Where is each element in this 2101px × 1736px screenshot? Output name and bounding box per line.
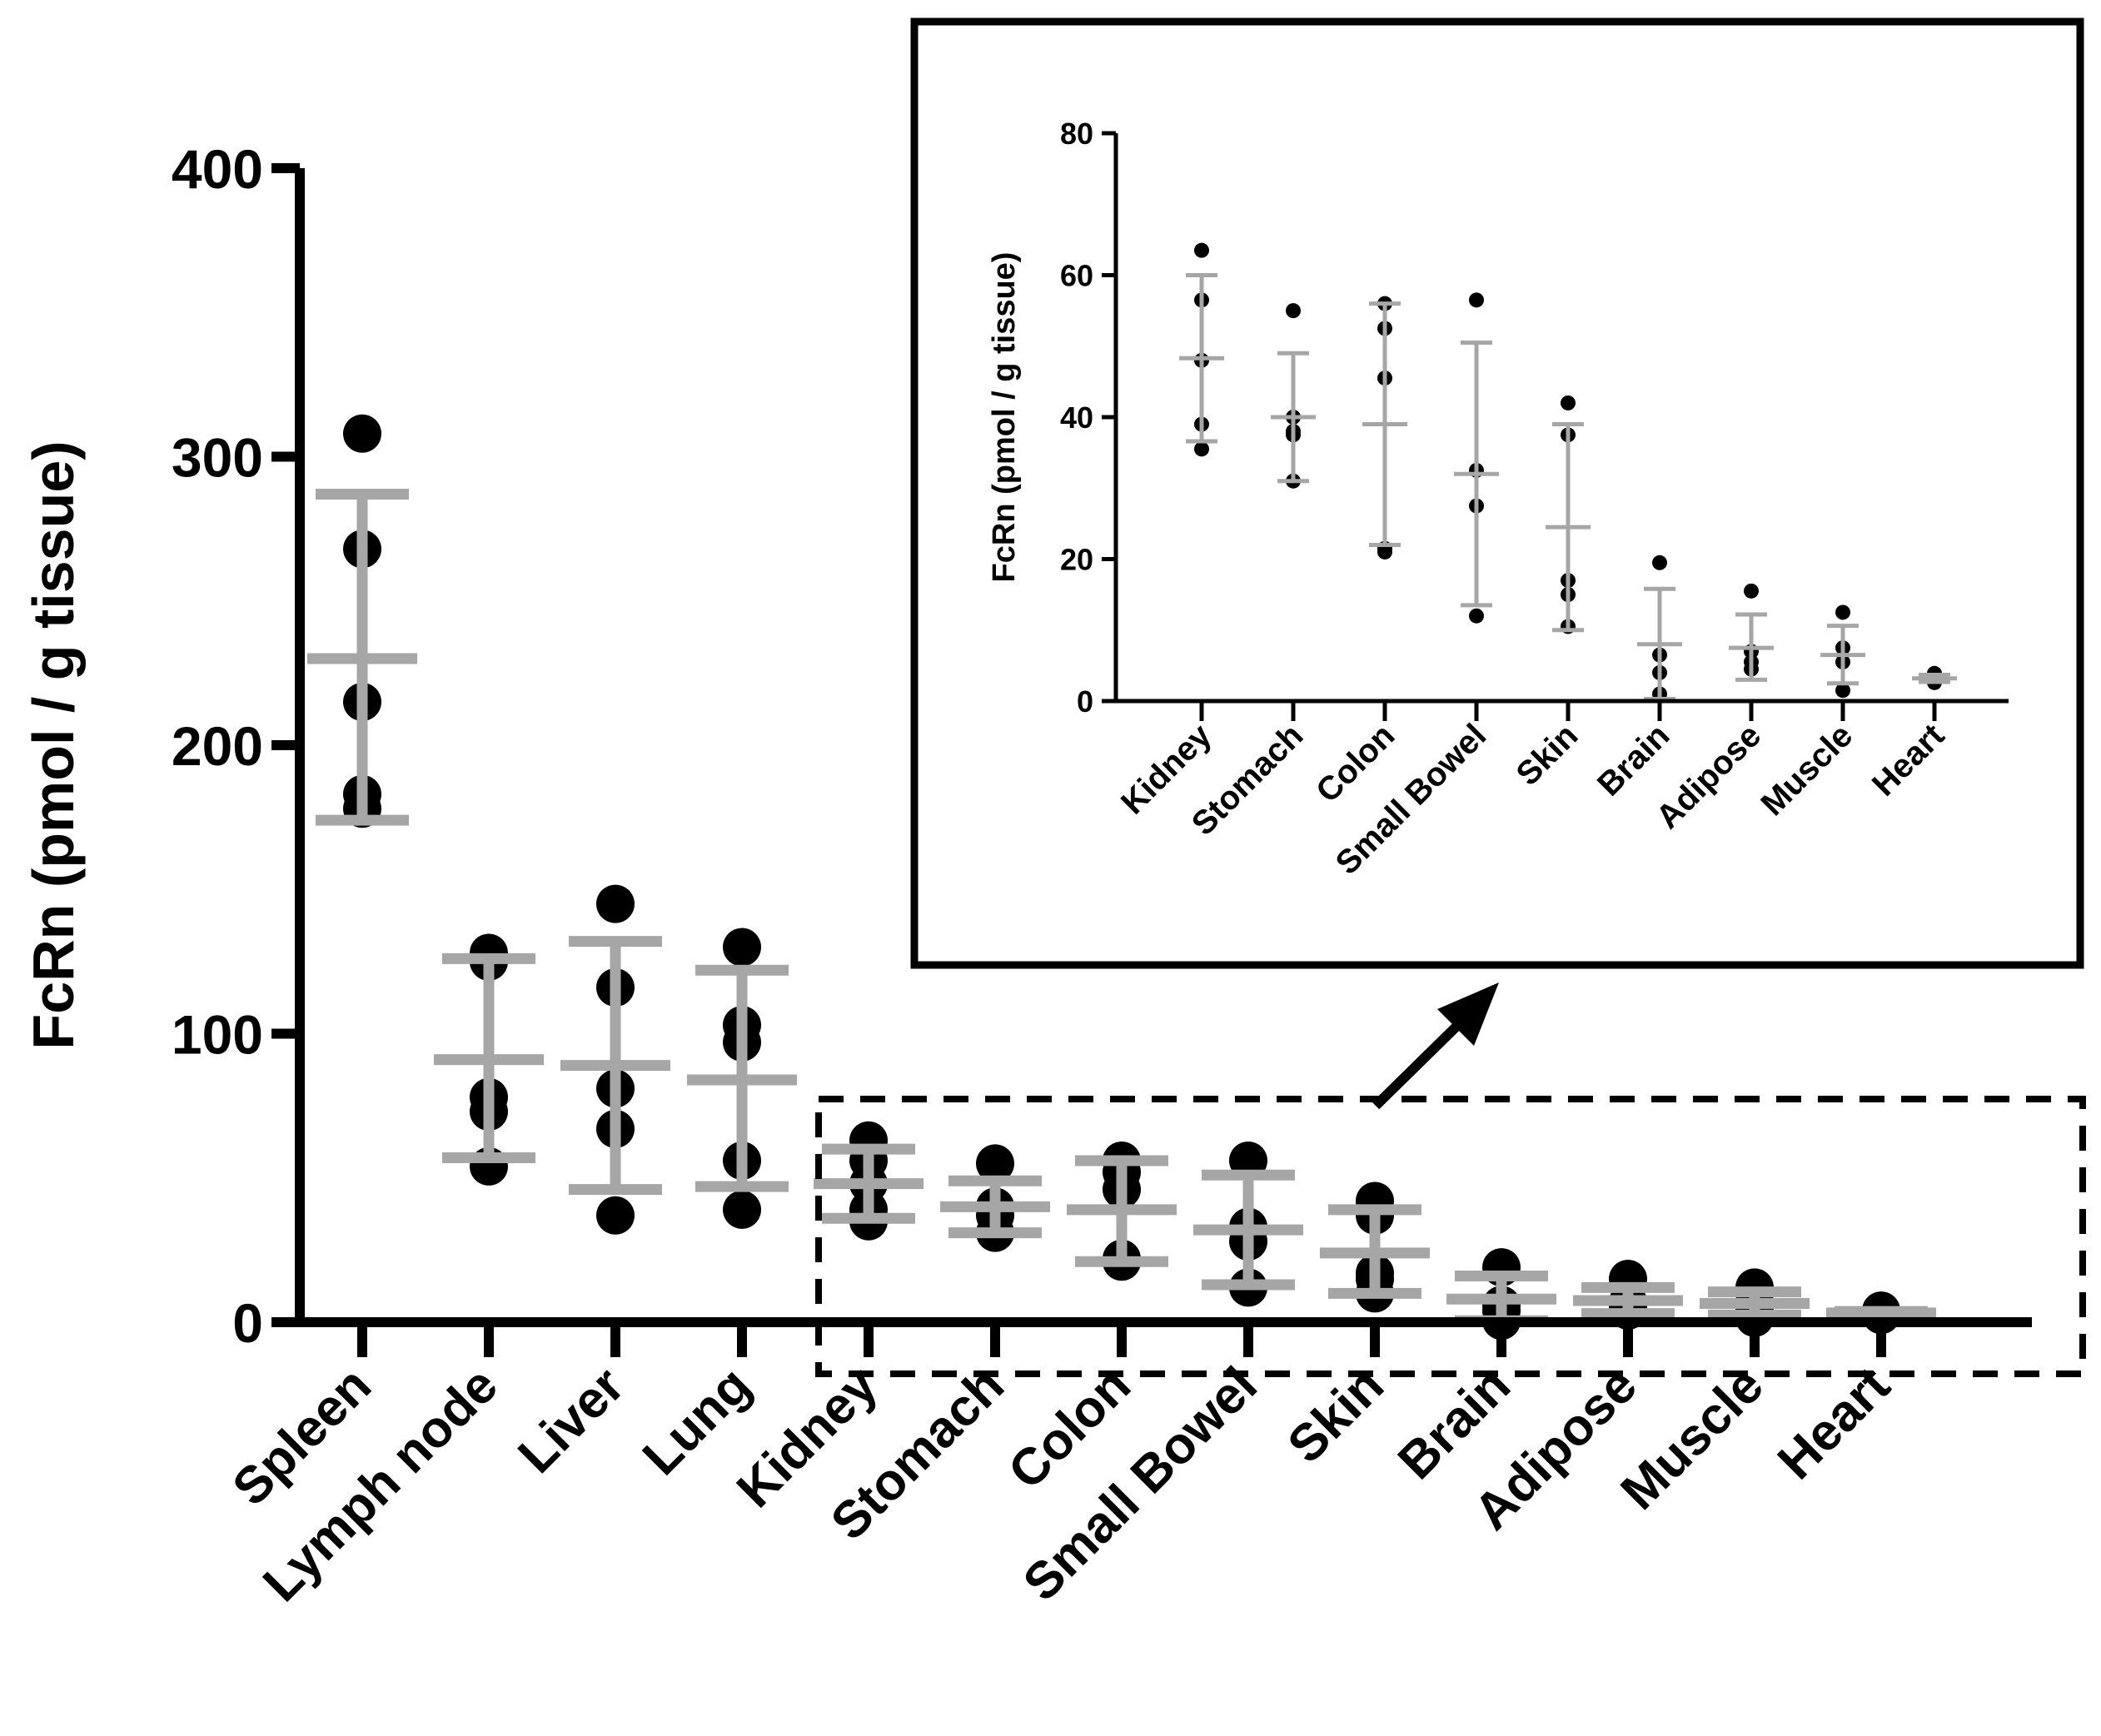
data-point xyxy=(723,1190,761,1229)
data-point xyxy=(723,928,761,967)
y-tick-label: 200 xyxy=(172,715,263,777)
data-point xyxy=(976,1144,1014,1183)
inset-frame xyxy=(910,17,2084,969)
data-point xyxy=(1835,604,1850,620)
y-tick-label: 80 xyxy=(1060,117,1093,151)
x-tick-label: Skin xyxy=(1277,1356,1395,1474)
arrow-head xyxy=(1437,982,1499,1046)
data-point xyxy=(1286,303,1301,319)
y-tick-label: 20 xyxy=(1060,542,1093,576)
series-liver: Liver xyxy=(507,884,670,1485)
x-tick-label: Muscle xyxy=(1610,1356,1774,1520)
data-point xyxy=(1561,395,1576,410)
data-point xyxy=(343,414,381,453)
data-point xyxy=(596,1196,635,1235)
x-tick-label: Liver xyxy=(507,1356,635,1485)
y-tick-label: 100 xyxy=(172,1003,263,1065)
y-tick-label: 60 xyxy=(1060,258,1093,292)
highlight-box xyxy=(815,1096,2086,1377)
data-point xyxy=(1377,544,1392,560)
data-point xyxy=(1469,608,1484,624)
data-point xyxy=(1469,292,1484,308)
data-point xyxy=(596,884,635,923)
y-axis-label: FcRn (pmol / g tissue) xyxy=(21,440,86,1049)
series-lung: Lung xyxy=(632,928,797,1486)
y-tick-label: 0 xyxy=(232,1292,263,1354)
data-point xyxy=(1194,242,1209,258)
y-tick-label: 400 xyxy=(172,138,263,200)
arrow-shaft xyxy=(1372,1013,1470,1110)
data-point xyxy=(1652,555,1667,570)
data-point xyxy=(1194,441,1209,457)
data-point xyxy=(1835,683,1850,699)
y-tick-label: 300 xyxy=(172,426,263,488)
y-axis-label: FcRn (pmol / g tissue) xyxy=(987,252,1022,583)
annotation-layer xyxy=(815,982,2086,1377)
data-point xyxy=(1744,583,1759,599)
y-tick-label: 40 xyxy=(1060,400,1093,435)
y-tick-label: 0 xyxy=(1077,684,1093,719)
